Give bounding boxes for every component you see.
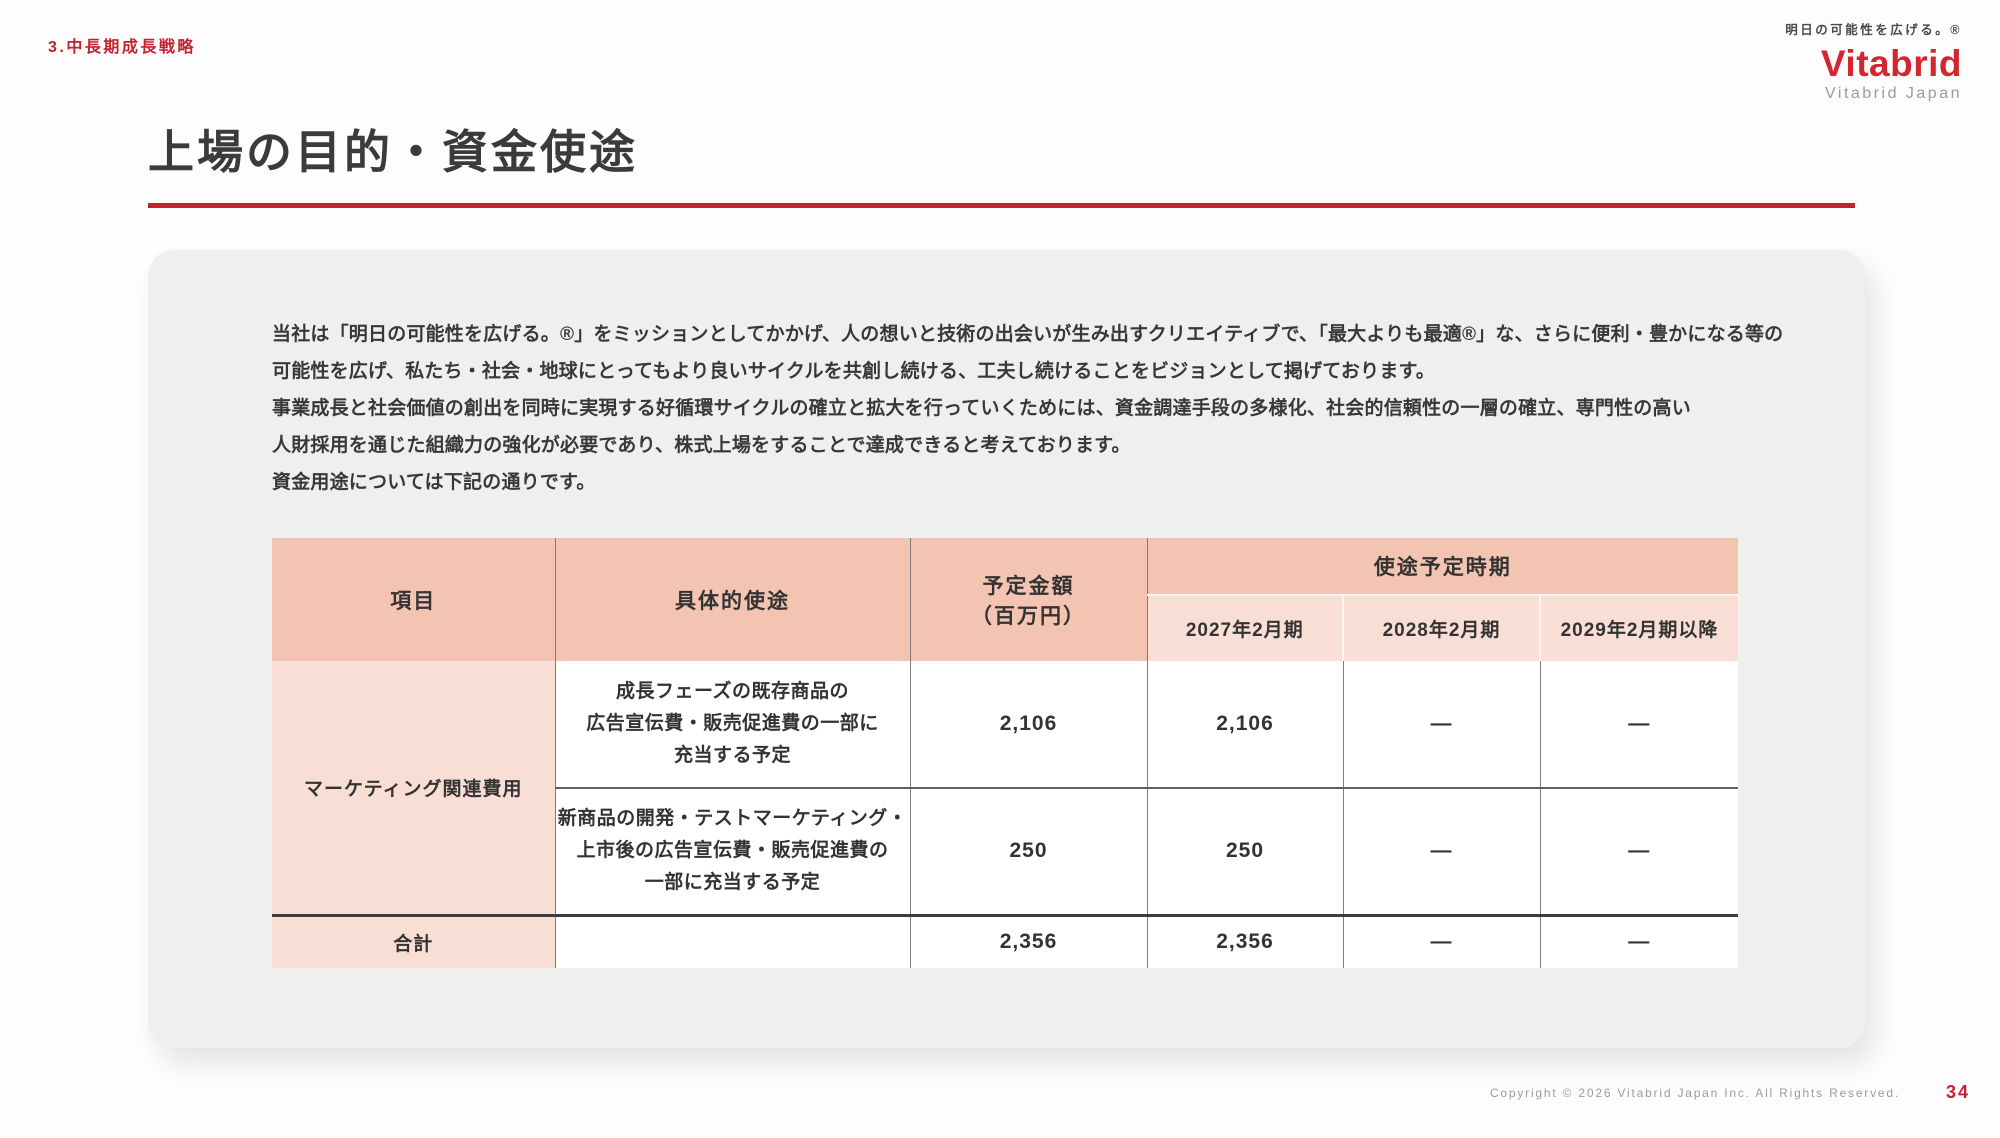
header-planned-amount: 予定金額 （百万円） [910,538,1148,661]
period-2028-cell: — [1343,661,1541,789]
page-title: 上場の目的・資金使途 [148,126,638,178]
total-2029-cell: — [1540,913,1739,968]
period-2029-cell: — [1540,788,1739,915]
header-item: 項目 [272,538,556,661]
section-label: 3.中長期成長戦略 [48,39,196,56]
intro-line: 事業成長と社会価値の創出を同時に実現する好循環サイクルの確立と拡大を行っていくた… [272,398,1691,419]
item-cell: マーケティング関連費用 [272,661,556,915]
title-underline [148,203,1855,208]
header-schedule: 使途予定時期 [1147,538,1739,596]
period-2028-cell: — [1343,788,1541,915]
total-2027-cell: 2,356 [1147,913,1344,968]
page-number: 34 [1945,1082,1970,1102]
period-2029-cell: — [1540,661,1739,789]
header-period-2029: 2029年2月期以降 [1540,595,1739,661]
intro-line: 可能性を広げ、私たち・社会・地球にとってもより良いサイクルを共創し続ける、工夫し… [272,361,1436,382]
amount-cell: 250 [910,788,1148,915]
header-period-2027: 2027年2月期 [1147,595,1344,661]
use-cell: 新商品の開発・テストマーケティング・ 上市後の広告宣伝費・販売促進費の 一部に充… [555,788,911,915]
total-amount-cell: 2,356 [910,913,1148,968]
period-2027-cell: 250 [1147,788,1344,915]
intro-line: 当社は「明日の可能性を広げる。®」をミッションとしてかかげ、人の想いと技術の出会… [272,324,1784,345]
intro-line: 人財採用を通じた組織力の強化が必要であり、株式上場をすることで達成できると考えて… [272,435,1131,456]
header-specific-use: 具体的使途 [555,538,911,661]
table-row: 新商品の開発・テストマーケティング・ 上市後の広告宣伝費・販売促進費の 一部に充… [272,788,1739,915]
table-row: マーケティング関連費用 成長フェーズの既存商品の 広告宣伝費・販売促進費の一部に… [272,661,1739,915]
copyright-text: Copyright © 2026 Vitabrid Japan Inc. All… [1489,1086,1900,1100]
amount-cell: 2,106 [910,661,1148,789]
content-card: 当社は「明日の可能性を広げる。®」をミッションとしてかかげ、人の想いと技術の出会… [148,250,1865,1048]
intro-text: 当社は「明日の可能性を広げる。®」をミッションとしてかかげ、人の想いと技術の出会… [272,316,1784,501]
logo-sub-brand: Vitabrid Japan [1825,84,1962,102]
intro-line: 資金用途については下記の通りです。 [272,472,596,493]
logo-tagline: 明日の可能性を広げる。® [1785,23,1962,37]
funds-usage-table: 項目 具体的使途 予定金額 （百万円） 使途予定時期 2027年2月期 2028… [272,538,1739,968]
total-label-cell: 合計 [272,913,556,968]
total-2028-cell: — [1343,913,1541,968]
total-row: 合計 2,356 2,356 — — [272,913,1739,968]
vitabrid-logo: 明日の可能性を広げる。® Vitabrid Vitabrid Japan [1785,24,1962,102]
logo-brand-wordmark: Vitabrid [1820,42,1962,84]
use-cell: 成長フェーズの既存商品の 広告宣伝費・販売促進費の一部に 充当する予定 [555,661,911,789]
total-empty-cell [555,913,911,968]
period-2027-cell: 2,106 [1147,661,1344,789]
header-period-2028: 2028年2月期 [1343,595,1541,661]
